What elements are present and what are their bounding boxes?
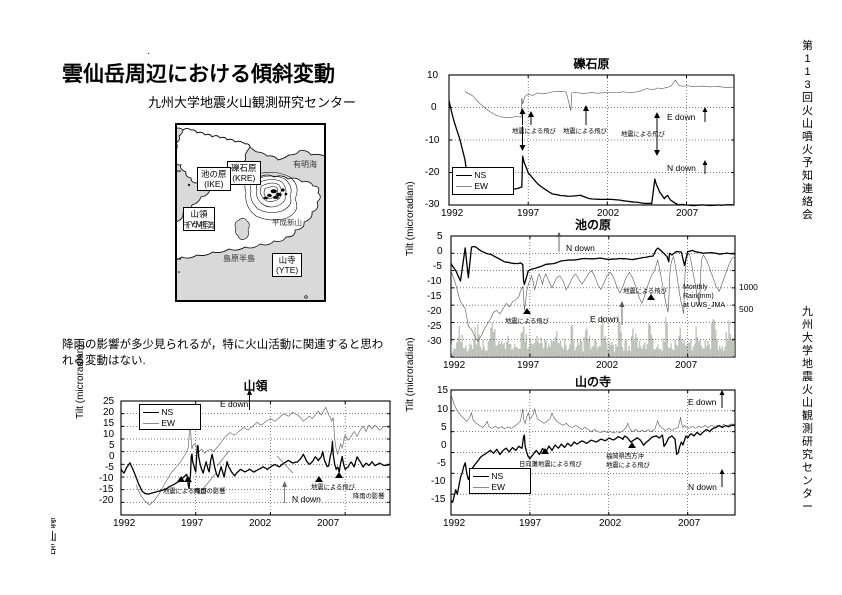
- svg-text:E down: E down: [590, 314, 619, 324]
- svg-text:at UWS_JMA: at UWS_JMA: [683, 302, 725, 309]
- svg-text:福岡県西方沖: 福岡県西方沖: [606, 451, 644, 460]
- svg-text:降雨の影響: 降雨の影響: [353, 491, 385, 500]
- svg-text:地震による飛び: 地震による飛び: [563, 126, 608, 135]
- svg-text:地震による飛び: 地震による飛び: [623, 286, 668, 295]
- svg-text:N down: N down: [292, 494, 321, 504]
- svg-text:Monthly: Monthly: [683, 284, 708, 291]
- svg-text:地震による飛び: 地震による飛び: [606, 460, 651, 469]
- svg-text:N down: N down: [688, 482, 717, 492]
- svg-text:降雨の影響: 降雨の影響: [194, 486, 226, 495]
- svg-text:N down: N down: [667, 163, 696, 173]
- svg-text:Rain(mm): Rain(mm): [683, 293, 714, 300]
- svg-text:E down: E down: [667, 112, 696, 122]
- svg-text:N down: N down: [566, 243, 595, 253]
- svg-text:地震による飛び: 地震による飛び: [505, 316, 550, 325]
- svg-text:地震による飛び: 地震による飛び: [621, 129, 666, 138]
- svg-text:E down: E down: [688, 397, 717, 407]
- svg-text:日向灘地震による飛び: 日向灘地震による飛び: [519, 459, 582, 468]
- svg-text:地震による飛び: 地震による飛び: [512, 126, 557, 135]
- svg-text:地震による飛び: 地震による飛び: [311, 482, 356, 491]
- svg-text:E down: E down: [220, 399, 249, 409]
